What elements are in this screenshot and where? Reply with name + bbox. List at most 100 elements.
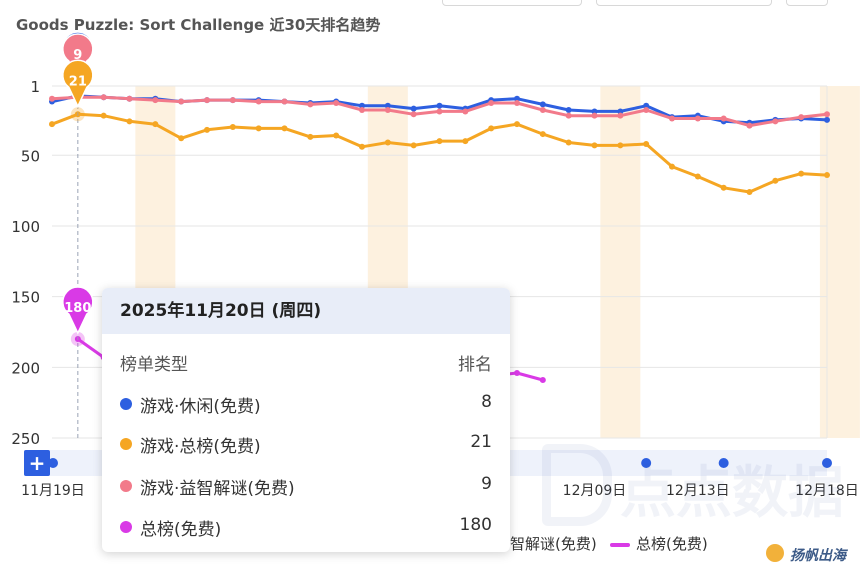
series-point (229, 123, 236, 130)
tooltip-row-value: 180 (459, 515, 492, 535)
series-point (488, 125, 495, 132)
event-marker (641, 458, 652, 468)
tooltip-row-name: 总榜(免费) (140, 520, 222, 540)
x-tick-label: 12月18日 (795, 483, 859, 499)
value-pins: 1808921 (62, 31, 94, 347)
series-point (798, 170, 805, 177)
series-point (565, 112, 572, 119)
watermark-text: 点点数据 (620, 461, 844, 526)
tooltip-row-value: 9 (481, 474, 492, 494)
series-point (333, 132, 340, 139)
legend-item-puzzle[interactable]: 智解谜(免费) (510, 535, 597, 553)
pin-games (62, 59, 94, 109)
tooltip-row-value: 21 (470, 432, 492, 452)
series-point (514, 121, 520, 128)
filter-dropdown-2[interactable] (596, 0, 772, 6)
series-point (204, 97, 210, 104)
series-point (772, 118, 779, 125)
pin-overall-label: 180 (64, 301, 91, 316)
series-point (565, 107, 572, 114)
series-point (514, 95, 520, 102)
series-point (410, 105, 417, 112)
series-point (255, 98, 262, 105)
series-point (410, 111, 417, 118)
series-dot (120, 521, 132, 533)
hover-halo (70, 332, 85, 347)
series-point (436, 102, 443, 109)
pin-overall (62, 286, 94, 335)
series-point (746, 189, 753, 196)
series-point (514, 99, 520, 106)
pin-puzzle-label: 9 (73, 48, 82, 63)
y-tick-label: 150 (11, 289, 40, 307)
series-point (565, 139, 572, 146)
pin-puzzle (62, 33, 94, 82)
filter-dropdown-1[interactable] (442, 0, 582, 6)
series-point (410, 142, 417, 149)
series-point (643, 107, 650, 114)
tooltip-row-name: 游戏·休闲(免费) (140, 397, 261, 417)
series-point (100, 94, 107, 101)
series-point (591, 112, 598, 119)
tooltip-row-value: 8 (481, 392, 492, 412)
y-tick-label: 250 (11, 430, 40, 448)
series-point (539, 377, 546, 384)
series-point (669, 163, 675, 170)
y-tick-label: 50 (21, 147, 40, 165)
highlight-band (600, 86, 641, 438)
series-point (178, 135, 185, 142)
series-point (229, 97, 236, 104)
series-point (436, 138, 443, 145)
series-point (152, 97, 159, 104)
series-point (617, 108, 624, 115)
series-point (359, 102, 365, 109)
zoom-plus-button[interactable] (24, 450, 50, 476)
series-point (643, 102, 650, 109)
series-point (126, 118, 133, 125)
series-point (694, 115, 701, 122)
tooltip-row: 游戏·益智解谜(免费) 9 (120, 474, 492, 499)
tooltip-row: 游戏·总榜(免费) 21 (120, 432, 492, 457)
tooltip-header: 榜单类型 排名 (120, 350, 492, 375)
series-point (824, 111, 830, 118)
brand-logo-icon (766, 544, 784, 562)
filter-dropdown-3[interactable] (786, 0, 828, 6)
series-point (178, 98, 185, 105)
series-point (824, 116, 830, 123)
series-point (359, 107, 365, 114)
series-point (126, 95, 133, 102)
series-point (591, 142, 598, 149)
legend-item-overall[interactable]: 总榜(免费) (610, 533, 708, 554)
chart-title: Goods Puzzle: Sort Challenge 近30天排名趋势 (16, 16, 381, 34)
series-point (617, 142, 624, 149)
series-point (359, 143, 365, 150)
event-marker (822, 458, 832, 468)
series-point (746, 122, 753, 129)
zoom-plus-icon: + (29, 451, 46, 475)
series-point (669, 115, 675, 122)
series-lines (49, 92, 830, 384)
series-point (152, 121, 159, 128)
series-dot (120, 398, 132, 410)
tooltip-row-name: 游戏·益智解谜(免费) (140, 479, 295, 499)
y-tick-label: 1 (30, 78, 40, 96)
legend-swatch (610, 542, 630, 547)
series-point (384, 107, 391, 114)
tooltip-date: 2025年11月20日 (周四) (102, 288, 510, 334)
series-point (333, 99, 340, 106)
tooltip-row-name: 游戏·总榜(免费) (140, 437, 261, 457)
series-point (436, 108, 443, 115)
series-point (591, 108, 598, 115)
series-point (49, 121, 55, 128)
series-point (720, 184, 727, 191)
series-point (100, 112, 107, 119)
tooltip-row: 游戏·休闲(免费) 8 (120, 392, 492, 417)
series-point (617, 112, 624, 119)
series-point (514, 369, 520, 376)
tooltip-header-rank: 排名 (458, 355, 492, 375)
series-point (204, 126, 210, 133)
series-point (798, 114, 805, 121)
series-point (281, 125, 288, 132)
x-tick-label: 12月13日 (666, 483, 730, 499)
series-point (488, 99, 495, 106)
